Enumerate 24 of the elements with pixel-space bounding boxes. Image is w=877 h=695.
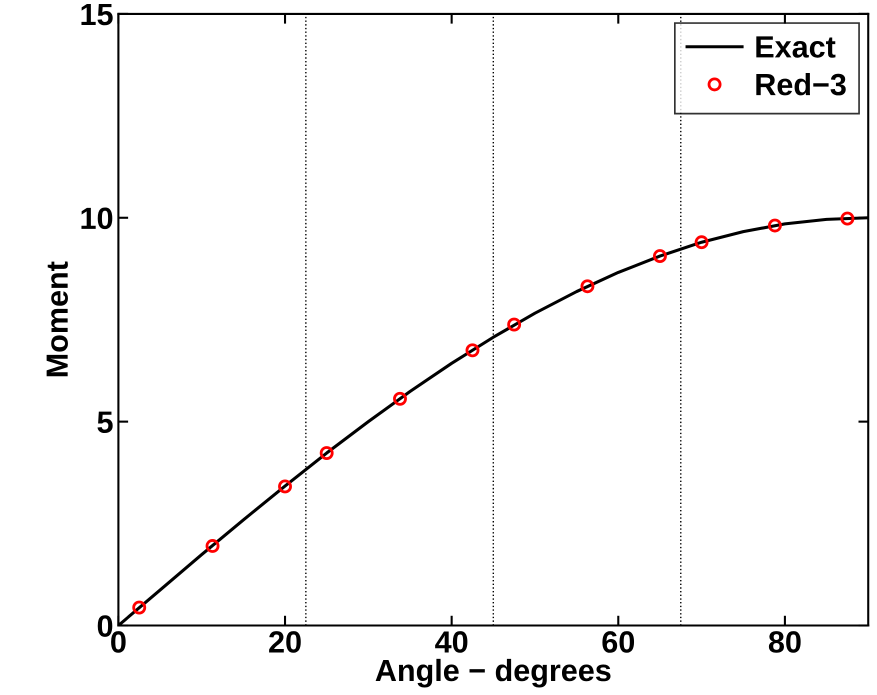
point <box>466 343 480 358</box>
legend-label: Exact <box>756 36 836 58</box>
y-tick-label: 0 <box>98 615 112 637</box>
point <box>278 480 292 494</box>
point <box>393 392 407 406</box>
point <box>694 235 709 250</box>
point <box>206 539 220 553</box>
x-tick-label: 40 <box>435 631 468 653</box>
x-axis-title: Angle − degrees <box>376 658 611 688</box>
point <box>320 446 334 460</box>
point <box>652 249 667 264</box>
point <box>768 218 782 232</box>
y-axis-title: Moment <box>46 262 68 376</box>
y-tick-label: 10 <box>81 208 112 230</box>
x-tick-label: 80 <box>768 631 801 653</box>
point <box>580 279 594 294</box>
legend-label: Red−3 <box>756 72 846 96</box>
x-tick-label: 60 <box>602 631 634 653</box>
y-tick-label: 5 <box>97 412 113 434</box>
point <box>132 600 146 615</box>
y-tick-label: 15 <box>81 4 113 26</box>
x-tick-label: 20 <box>269 631 301 653</box>
point <box>840 212 854 226</box>
point <box>507 318 522 332</box>
